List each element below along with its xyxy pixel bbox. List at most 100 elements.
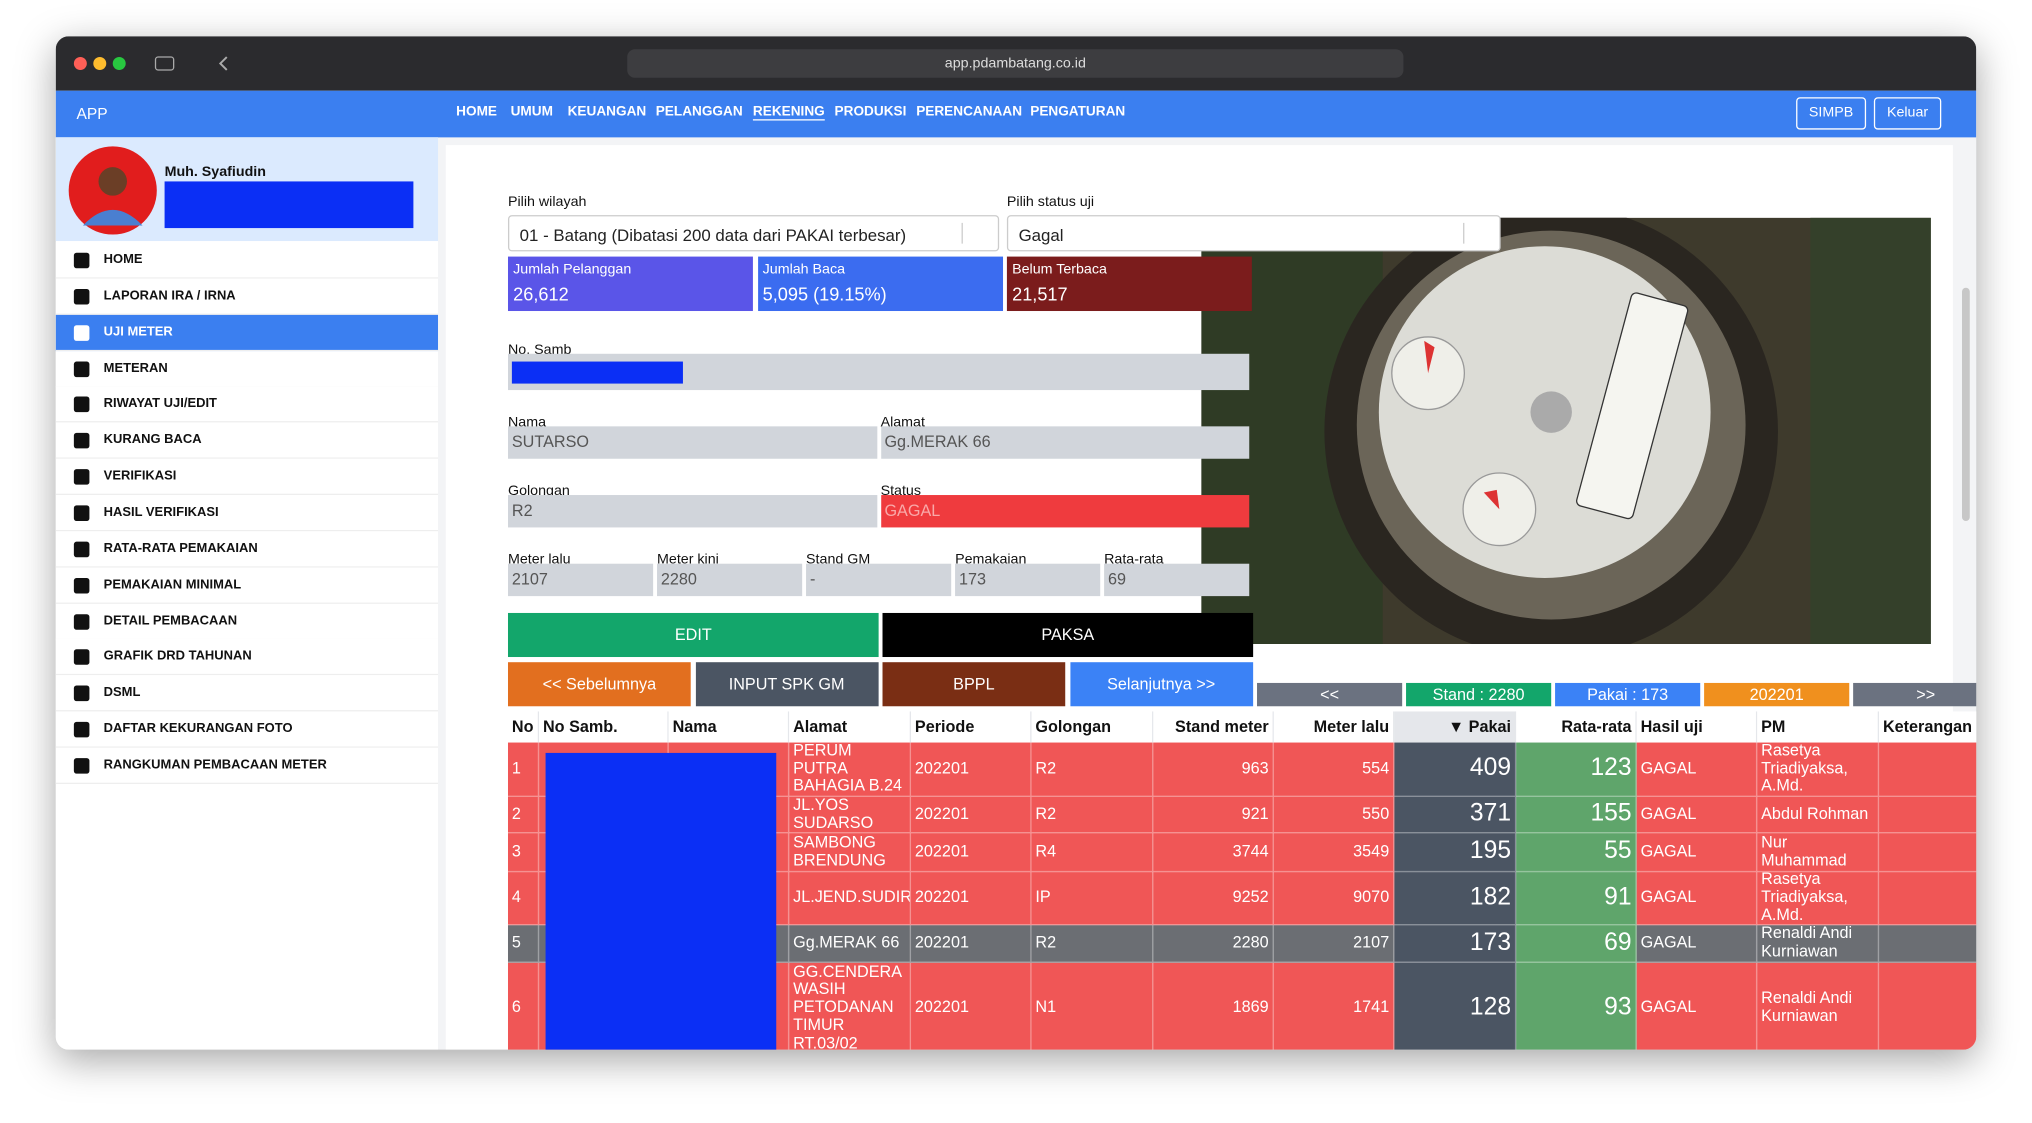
table-cell: Gg.MERAK 66 <box>789 925 912 963</box>
column-header[interactable]: Hasil uji <box>1636 711 1758 743</box>
select[interactable]: 01 - Batang (Dibatasi 200 data dari PAKA… <box>507 215 1000 252</box>
menu-icon <box>73 433 90 449</box>
photo-bar-item[interactable]: << <box>1257 682 1403 707</box>
nav-button[interactable]: SIMPB <box>1796 97 1867 130</box>
column-header[interactable]: ▼ Pakai <box>1394 711 1517 743</box>
menu-item[interactable]: VERIFIKASI <box>55 458 439 496</box>
input <box>507 353 1250 391</box>
photo-bar-item[interactable]: >> <box>1853 682 1977 707</box>
menu-label: LAPORAN IRA / IRNA <box>103 288 236 304</box>
menu-label: VERIFIKASI <box>103 469 177 484</box>
column-header[interactable]: Nama <box>668 711 790 743</box>
table-cell: 55 <box>1516 833 1637 873</box>
action-button[interactable]: PAKSA <box>882 612 1254 658</box>
menu-item[interactable]: HASIL VERIFIKASI <box>55 494 439 532</box>
stat-value: 26,612 <box>513 283 569 305</box>
select[interactable]: Gagal <box>1006 215 1501 252</box>
menu-label: DETAIL PEMBACAAN <box>103 613 238 628</box>
menu-label: GRAFIK DRD TAHUNAN <box>103 649 252 664</box>
table-cell: GAGAL <box>1636 872 1758 926</box>
table-cell: Nur Muhammad <box>1757 833 1880 873</box>
table-cell: 202201 <box>911 872 1032 926</box>
redacted <box>164 181 414 229</box>
nav-link[interactable]: PELANGGAN <box>655 103 743 120</box>
nav-link[interactable]: KEUANGAN <box>567 103 647 120</box>
column-header[interactable]: Rata-rata <box>1516 711 1637 743</box>
action-button[interactable]: EDIT <box>507 612 879 658</box>
photo-bar-item[interactable]: 202201 <box>1704 682 1850 707</box>
input-value: GAGAL <box>884 501 941 520</box>
column-header[interactable]: Meter lalu <box>1273 711 1395 743</box>
table-cell: Abdul Rohman <box>1757 796 1880 834</box>
column-header[interactable]: No Samb. <box>539 711 669 743</box>
column-header[interactable]: Keterangan <box>1879 711 1977 743</box>
input-value: 173 <box>958 570 986 589</box>
table-cell: Renaldi Andi Kurniawan <box>1757 925 1880 963</box>
nav-button[interactable]: << Sebelumnya <box>507 662 691 707</box>
nav-button[interactable]: Keluar <box>1873 97 1942 130</box>
table-cell: 202201 <box>911 962 1032 1050</box>
nav-link[interactable]: PENGATURAN <box>1030 103 1126 120</box>
menu-item[interactable]: GRAFIK DRD TAHUNAN <box>55 639 439 676</box>
input: 2107 <box>507 563 654 597</box>
nav-link[interactable]: HOME <box>456 103 497 120</box>
menu-item[interactable]: DETAIL PEMBACAAN <box>55 603 439 640</box>
nav-link[interactable]: UMUM <box>510 103 553 120</box>
table-cell: IP <box>1031 872 1154 926</box>
menu-icon <box>73 613 90 630</box>
input-value: Gg.MERAK 66 <box>884 432 991 451</box>
select-arrow <box>961 222 963 244</box>
nav-link[interactable]: REKENING <box>752 103 825 120</box>
column-header[interactable]: Alamat <box>789 711 912 743</box>
input-value: 2280 <box>660 570 697 589</box>
table-cell: 93 <box>1516 962 1637 1050</box>
table-cell <box>1879 925 1977 963</box>
input: R2 <box>507 495 877 528</box>
table-cell: 3549 <box>1273 833 1395 873</box>
table-cell: SAMBONG BRENDUNG <box>789 833 912 873</box>
nav-button[interactable]: BPPL <box>882 662 1066 707</box>
menu-label: RANGKUMAN PEMBACAAN METER <box>103 757 327 773</box>
menu-item[interactable]: KURANG BACA <box>55 422 439 460</box>
select-value: Gagal <box>1018 225 1064 245</box>
table-cell: 1 <box>507 742 540 797</box>
menu-label: RIWAYAT UJI/EDIT <box>103 397 217 412</box>
menu-item[interactable]: DSML <box>55 675 439 712</box>
nav-button[interactable]: Selanjutnya >> <box>1069 662 1253 707</box>
redacted <box>545 752 777 1050</box>
table-cell: JL.JEND.SUDIRMAN <box>789 872 912 926</box>
column-header[interactable]: Stand meter <box>1153 711 1274 743</box>
menu-item[interactable]: LAPORAN IRA / IRNA <box>55 278 439 315</box>
address-bar[interactable]: app.pdambatang.co.id <box>627 49 1404 78</box>
menu-item[interactable]: UJI METER <box>55 314 439 351</box>
column-header[interactable]: Golongan <box>1031 711 1154 743</box>
menu-item[interactable]: RIWAYAT UJI/EDIT <box>55 386 439 423</box>
nav-link[interactable]: PERENCANAAN <box>916 103 1023 120</box>
table-cell: 2280 <box>1153 925 1274 963</box>
photo-bar-item[interactable]: Stand : 2280 <box>1406 682 1552 707</box>
stat-label: Jumlah Pelanggan <box>513 261 632 278</box>
stat-value: 5,095 (19.15%) <box>762 283 887 305</box>
menu-item[interactable]: RANGKUMAN PEMBACAAN METER <box>55 747 439 784</box>
browser-window: app.pdambatang.co.id APP HOME UMUM KEUANGAN… <box>55 36 1977 1050</box>
table-cell: 202201 <box>911 742 1032 797</box>
table-cell: 2107 <box>1273 925 1395 963</box>
column-header[interactable]: PM <box>1757 711 1880 743</box>
menu-icon <box>73 288 90 305</box>
stat-label: Belum Terbaca <box>1012 261 1107 278</box>
menu-item[interactable]: PEMAKAIAN MINIMAL <box>55 567 439 604</box>
photo-bar-item[interactable]: Pakai : 173 <box>1555 682 1701 707</box>
menu-item[interactable]: DAFTAR KEKURANGAN FOTO <box>55 711 439 748</box>
filter-label: Pilih status uji <box>1006 194 1095 210</box>
column-header[interactable]: No <box>507 711 540 743</box>
menu-item[interactable]: HOME <box>55 242 439 279</box>
menu-item[interactable]: RATA-RATA PEMAKAIAN <box>55 531 439 568</box>
table-cell <box>1879 742 1977 797</box>
scrollbar <box>1961 287 1970 521</box>
table-cell: 1869 <box>1153 962 1274 1050</box>
column-header[interactable]: Periode <box>911 711 1032 743</box>
nav-button[interactable]: INPUT SPK GM <box>695 662 878 707</box>
table-cell: GAGAL <box>1636 796 1758 834</box>
menu-item[interactable]: METERAN <box>55 350 439 387</box>
nav-link[interactable]: PRODUKSI <box>834 103 907 120</box>
